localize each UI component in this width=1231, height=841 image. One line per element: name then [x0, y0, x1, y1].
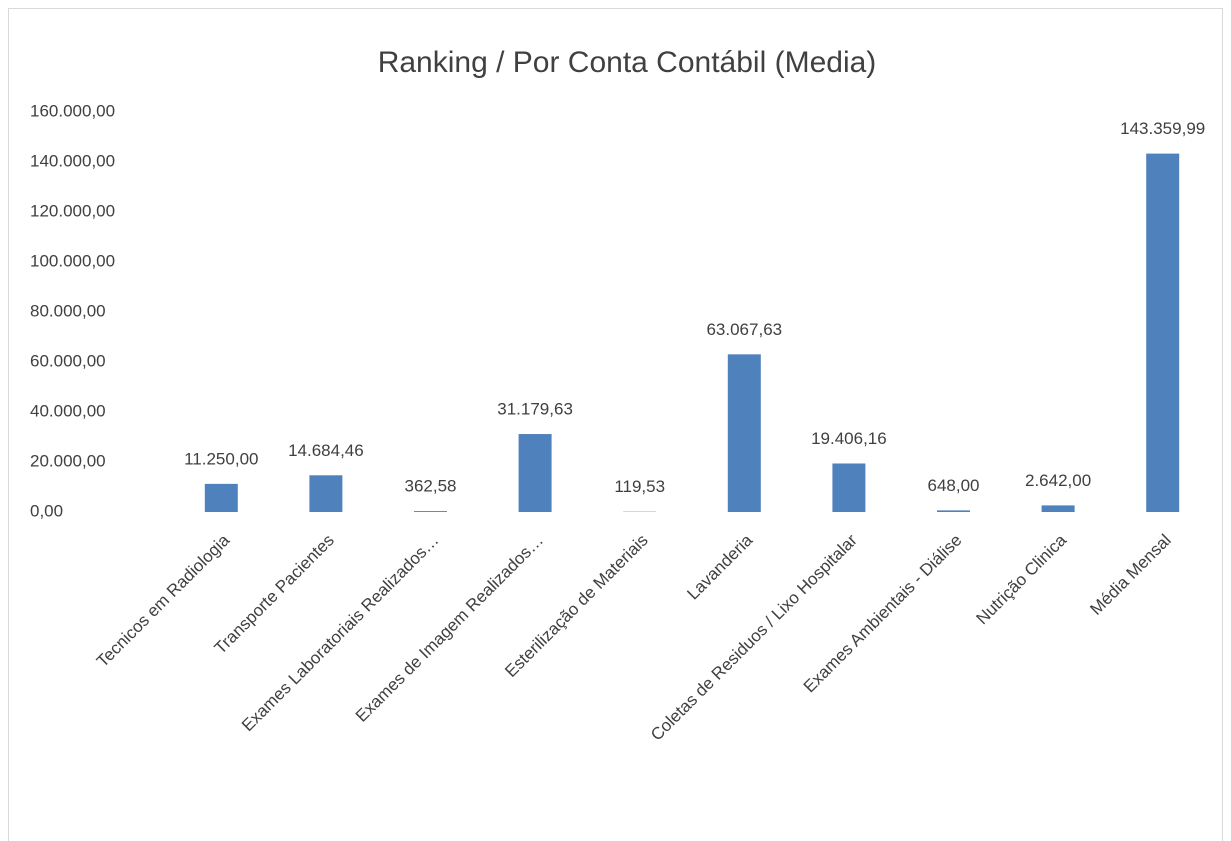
bar — [937, 510, 970, 512]
data-label: 648,00 — [928, 476, 980, 495]
data-label: 63.067,63 — [706, 320, 782, 339]
bar — [309, 475, 343, 512]
y-tick-label: 140.000,00 — [30, 151, 115, 170]
chart-border — [8, 8, 1223, 841]
bar — [1146, 153, 1180, 512]
data-label: 31.179,63 — [497, 400, 573, 419]
bar — [518, 434, 552, 512]
y-tick-label: 40.000,00 — [30, 401, 106, 420]
chart-title: Ranking / Por Conta Contábil (Media) — [378, 46, 877, 79]
bar — [832, 463, 866, 512]
data-label: 362,58 — [405, 477, 457, 496]
data-label: 2.642,00 — [1025, 471, 1091, 490]
y-tick-label: 160.000,00 — [30, 101, 115, 120]
bar — [204, 483, 238, 512]
y-tick-label: 0,00 — [30, 501, 63, 520]
bar — [1041, 505, 1075, 512]
y-tick-label: 60.000,00 — [30, 351, 106, 370]
bar — [414, 511, 447, 512]
bar — [727, 354, 761, 512]
data-label: 11.250,00 — [184, 449, 258, 468]
data-label: 14.684,46 — [288, 441, 364, 460]
data-label: 143.359,99 — [1120, 119, 1205, 138]
y-tick-label: 120.000,00 — [30, 201, 115, 220]
data-label: 119,53 — [614, 477, 665, 496]
y-tick-label: 100.000,00 — [30, 251, 115, 270]
data-label: 19.406,16 — [811, 429, 887, 448]
y-tick-label: 20.000,00 — [30, 451, 106, 470]
y-tick-label: 80.000,00 — [30, 301, 106, 320]
